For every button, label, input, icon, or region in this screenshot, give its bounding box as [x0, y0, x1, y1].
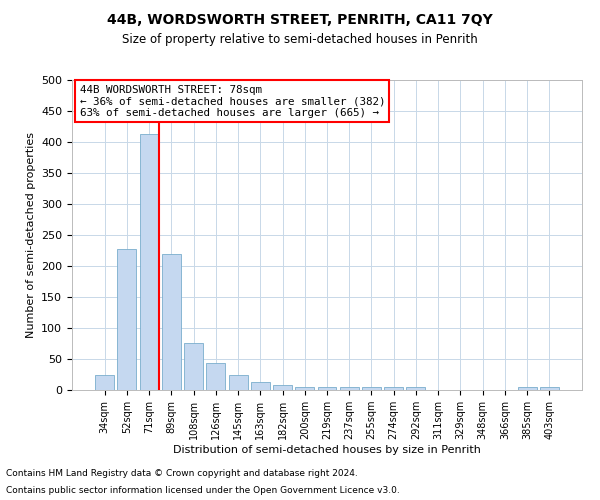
Text: 44B, WORDSWORTH STREET, PENRITH, CA11 7QY: 44B, WORDSWORTH STREET, PENRITH, CA11 7Q… — [107, 12, 493, 26]
X-axis label: Distribution of semi-detached houses by size in Penrith: Distribution of semi-detached houses by … — [173, 445, 481, 455]
Bar — [118, 248, 136, 390]
Bar — [362, 387, 381, 390]
Bar — [273, 385, 292, 390]
Text: 44B WORDSWORTH STREET: 78sqm
← 36% of semi-detached houses are smaller (382)
63%: 44B WORDSWORTH STREET: 78sqm ← 36% of se… — [80, 84, 385, 118]
Bar — [206, 364, 225, 390]
Text: Contains HM Land Registry data © Crown copyright and database right 2024.: Contains HM Land Registry data © Crown c… — [6, 468, 358, 477]
Bar — [317, 387, 337, 390]
Bar — [384, 387, 403, 390]
Bar — [95, 374, 114, 390]
Bar — [540, 387, 559, 390]
Bar — [162, 254, 181, 390]
Bar — [340, 387, 359, 390]
Bar — [406, 387, 425, 390]
Bar — [140, 134, 158, 390]
Bar — [295, 387, 314, 390]
Y-axis label: Number of semi-detached properties: Number of semi-detached properties — [26, 132, 35, 338]
Bar — [251, 382, 270, 390]
Bar — [184, 343, 203, 390]
Text: Contains public sector information licensed under the Open Government Licence v3: Contains public sector information licen… — [6, 486, 400, 495]
Bar — [229, 375, 248, 390]
Text: Size of property relative to semi-detached houses in Penrith: Size of property relative to semi-detach… — [122, 32, 478, 46]
Bar — [518, 387, 536, 390]
